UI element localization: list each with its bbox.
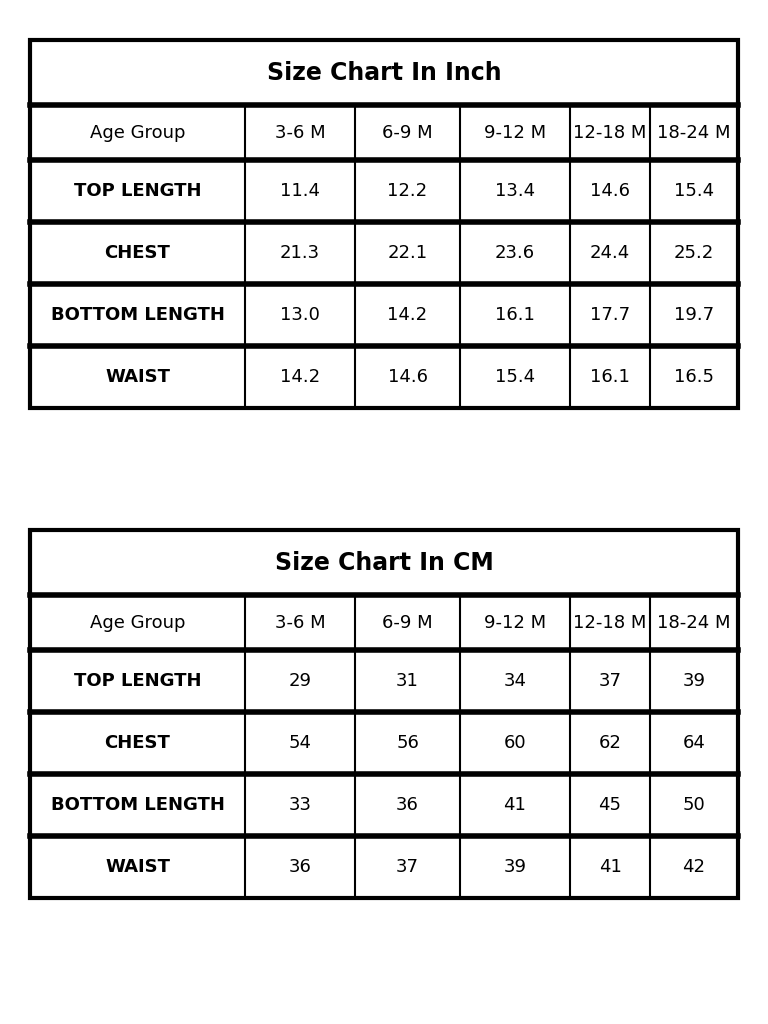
- Text: 16.1: 16.1: [590, 368, 630, 386]
- Text: TOP LENGTH: TOP LENGTH: [74, 182, 201, 200]
- Text: 33: 33: [289, 796, 312, 814]
- Text: Size Chart In CM: Size Chart In CM: [275, 551, 493, 574]
- Text: 56: 56: [396, 734, 419, 752]
- Text: 64: 64: [683, 734, 706, 752]
- Text: 19.7: 19.7: [674, 306, 714, 324]
- Text: Age Group: Age Group: [90, 124, 185, 141]
- Text: CHEST: CHEST: [104, 734, 170, 752]
- Text: 14.2: 14.2: [280, 368, 320, 386]
- Text: 31: 31: [396, 672, 419, 690]
- Text: 9-12 M: 9-12 M: [484, 124, 546, 141]
- Bar: [30, 530, 738, 898]
- Text: 21.3: 21.3: [280, 244, 320, 262]
- Text: 37: 37: [396, 858, 419, 876]
- Text: 12-18 M: 12-18 M: [574, 124, 647, 141]
- Bar: [30, 40, 738, 408]
- Text: 15.4: 15.4: [674, 182, 714, 200]
- Text: 6-9 M: 6-9 M: [382, 613, 433, 632]
- Text: Age Group: Age Group: [90, 613, 185, 632]
- Text: 60: 60: [504, 734, 526, 752]
- Text: 54: 54: [289, 734, 312, 752]
- Text: 41: 41: [598, 858, 621, 876]
- Text: 17.7: 17.7: [590, 306, 630, 324]
- Text: 16.1: 16.1: [495, 306, 535, 324]
- Text: 14.6: 14.6: [590, 182, 630, 200]
- Text: WAIST: WAIST: [105, 858, 170, 876]
- Text: 18-24 M: 18-24 M: [657, 124, 730, 141]
- Text: 12.2: 12.2: [387, 182, 428, 200]
- Text: BOTTOM LENGTH: BOTTOM LENGTH: [51, 306, 224, 324]
- Text: 37: 37: [598, 672, 621, 690]
- Text: CHEST: CHEST: [104, 244, 170, 262]
- Text: 41: 41: [504, 796, 526, 814]
- Text: TOP LENGTH: TOP LENGTH: [74, 672, 201, 690]
- Text: 6-9 M: 6-9 M: [382, 124, 433, 141]
- Text: 39: 39: [683, 672, 706, 690]
- Text: 12-18 M: 12-18 M: [574, 613, 647, 632]
- Text: 14.6: 14.6: [388, 368, 428, 386]
- Text: 13.0: 13.0: [280, 306, 320, 324]
- Text: 3-6 M: 3-6 M: [275, 124, 326, 141]
- Text: 16.5: 16.5: [674, 368, 714, 386]
- Text: 18-24 M: 18-24 M: [657, 613, 730, 632]
- Text: 36: 36: [289, 858, 312, 876]
- Text: 39: 39: [504, 858, 527, 876]
- Text: WAIST: WAIST: [105, 368, 170, 386]
- Text: 29: 29: [289, 672, 312, 690]
- Text: 13.4: 13.4: [495, 182, 535, 200]
- Text: 15.4: 15.4: [495, 368, 535, 386]
- Text: 23.6: 23.6: [495, 244, 535, 262]
- Text: 36: 36: [396, 796, 419, 814]
- Text: BOTTOM LENGTH: BOTTOM LENGTH: [51, 796, 224, 814]
- Text: 11.4: 11.4: [280, 182, 320, 200]
- Text: 22.1: 22.1: [387, 244, 428, 262]
- Text: 50: 50: [683, 796, 705, 814]
- Text: 45: 45: [598, 796, 621, 814]
- Text: 42: 42: [683, 858, 706, 876]
- Text: 9-12 M: 9-12 M: [484, 613, 546, 632]
- Text: 62: 62: [598, 734, 621, 752]
- Bar: [30, 530, 738, 898]
- Text: 3-6 M: 3-6 M: [275, 613, 326, 632]
- Bar: [30, 40, 738, 408]
- Text: Size Chart In Inch: Size Chart In Inch: [266, 60, 502, 85]
- Text: 14.2: 14.2: [387, 306, 428, 324]
- Text: 25.2: 25.2: [674, 244, 714, 262]
- Text: 24.4: 24.4: [590, 244, 630, 262]
- Text: 34: 34: [504, 672, 527, 690]
